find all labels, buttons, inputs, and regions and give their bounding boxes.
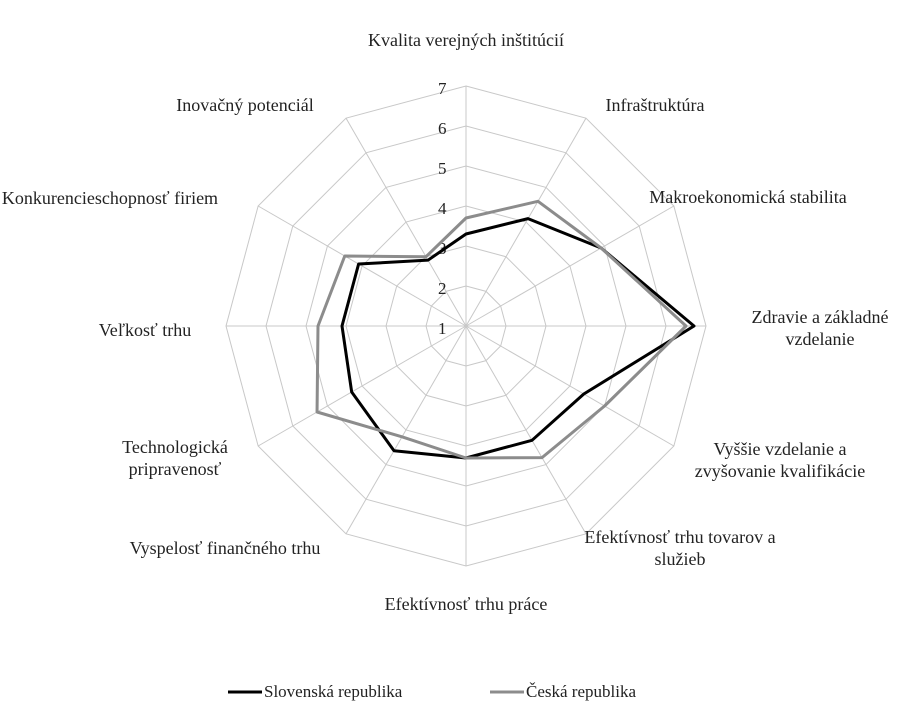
legend-label: Česká republika (526, 682, 636, 701)
legend-label: Slovenská republika (264, 682, 403, 701)
spoke (345, 117, 467, 327)
axis-label: Efektívnosť trhu práce (384, 594, 548, 614)
axis-label: Makroekonomická stabilita (649, 187, 847, 207)
series-line (315, 199, 688, 460)
r-tick-label: 4 (438, 199, 447, 218)
spoke (465, 205, 675, 327)
axis-label: Efektívnosť trhu tovarov a služieb (584, 527, 776, 569)
axis-label: Veľkosť trhu (98, 320, 192, 340)
spoke (257, 325, 467, 447)
axis-label: Vyššie vzdelanie a zvyšovanie kvalifikác… (694, 439, 866, 481)
spoke (465, 117, 587, 327)
r-tick-label: 1 (438, 319, 447, 338)
spoke (465, 325, 675, 447)
spoke (345, 325, 467, 535)
spoke (465, 325, 587, 535)
r-tick-label: 3 (438, 239, 447, 258)
r-tick-label: 2 (438, 279, 447, 298)
r-tick-label: 7 (438, 79, 447, 98)
axis-label: Kvalita verejných inštitúcií (368, 30, 564, 50)
axis-label: Vyspelosť finančného trhu (129, 538, 321, 558)
axis-label: Zdravie a základné vzdelanie (751, 307, 889, 349)
r-tick-label: 6 (438, 119, 447, 138)
axis-label: Technologická pripravenosť (122, 437, 228, 479)
axis-label: Inovačný potenciál (176, 95, 314, 115)
r-tick-label: 5 (438, 159, 447, 178)
axis-label: Infraštruktúra (605, 95, 705, 115)
spoke (257, 205, 467, 327)
axis-label: Konkurencieschopnosť firiem (1, 188, 219, 208)
series-line (340, 217, 696, 460)
